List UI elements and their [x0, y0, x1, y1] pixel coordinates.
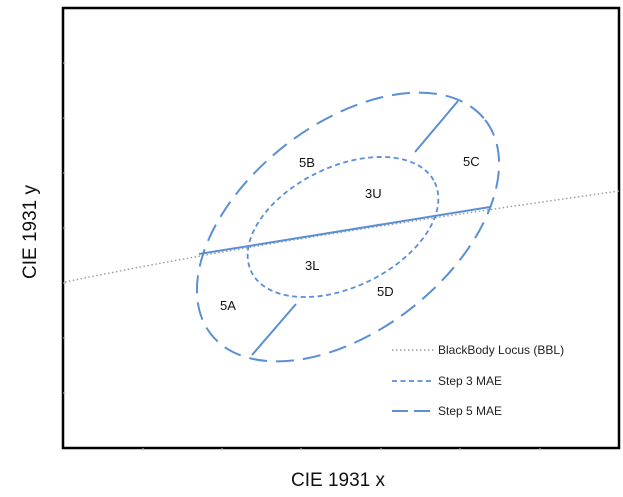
legend: BlackBody Locus (BBL) Step 3 MAE Step 5 …: [392, 343, 564, 418]
region-label-5d: 5D: [377, 284, 394, 299]
plot-frame: [61, 6, 621, 450]
legend-item-step5: Step 5 MAE: [392, 404, 502, 418]
legend-label-step5: Step 5 MAE: [438, 404, 502, 418]
legend-item-step3: Step 3 MAE: [392, 374, 502, 388]
region-label-5b: 5B: [299, 155, 315, 170]
y-ticks: [63, 62, 66, 394]
x-axis-label: CIE 1931 x: [291, 470, 385, 491]
divider-upper-right: [414, 100, 459, 153]
legend-label-bbl: BlackBody Locus (BBL): [438, 343, 564, 357]
region-label-5a: 5A: [220, 298, 236, 313]
legend-item-bbl: BlackBody Locus (BBL): [392, 343, 564, 357]
legend-label-step3: Step 3 MAE: [438, 374, 502, 388]
step3-ellipse: [246, 156, 440, 298]
divider-horizontal: [198, 206, 491, 255]
divider-lower-left: [251, 303, 297, 356]
region-label-3u: 3U: [365, 186, 382, 201]
region-label-5c: 5C: [463, 154, 480, 169]
y-axis-label: CIE 1931 y: [20, 185, 41, 279]
region-label-3l: 3L: [305, 258, 319, 273]
x-ticks: [142, 448, 541, 451]
